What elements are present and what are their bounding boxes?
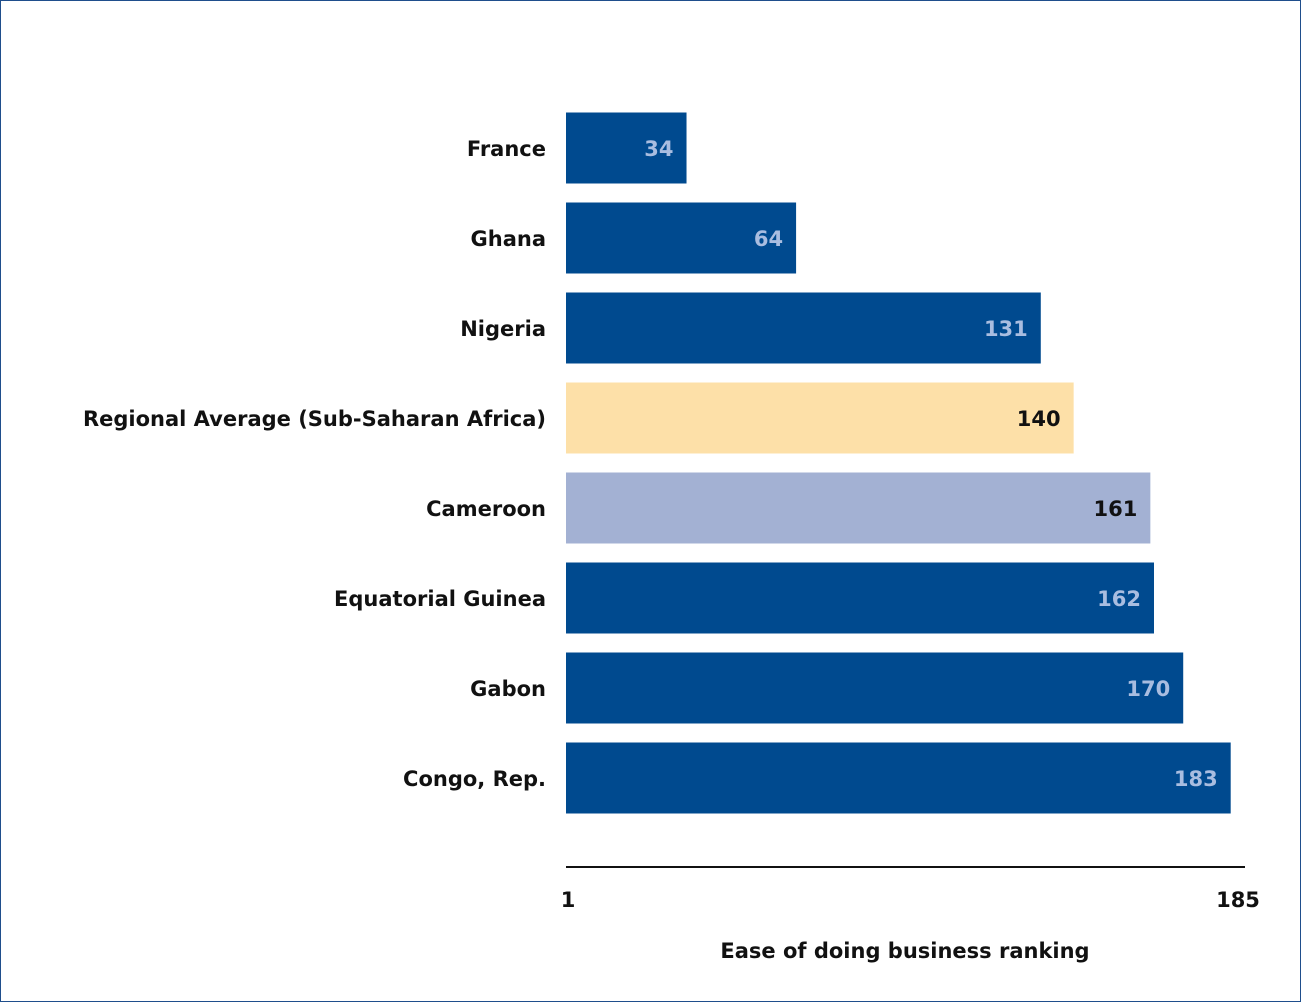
bar-2 [566,292,1041,364]
value-label-5: 162 [1097,587,1141,611]
category-label-6: Gabon [470,677,546,701]
value-label-6: 170 [1126,677,1170,701]
bar-6 [566,652,1184,724]
value-label-1: 64 [754,227,783,251]
category-label-2: Nigeria [460,317,546,341]
bar-1 [566,202,797,274]
value-label-3: 140 [1017,407,1061,431]
category-label-3: Regional Average (Sub-Saharan Africa) [83,407,546,431]
value-labels-group: 34 64 131 140 161 162 170 183 [644,137,1217,791]
value-label-4: 161 [1094,497,1138,521]
category-label-0: France [467,137,546,161]
category-labels-group: France Ghana Nigeria Regional Average (Sub-… [83,137,546,791]
category-label-7: Congo, Rep. [403,767,546,791]
category-label-5: Equatorial Guinea [334,587,546,611]
bar-7 [566,742,1231,814]
bars-group [566,112,1231,814]
bar-5 [566,562,1154,634]
value-label-7: 183 [1174,767,1218,791]
x-tick-max: 185 [1216,888,1260,912]
category-label-1: Ghana [471,227,546,251]
value-label-0: 34 [644,137,673,161]
bar-3 [566,382,1074,454]
x-axis-title: Ease of doing business ranking [720,939,1089,963]
value-label-2: 131 [984,317,1028,341]
category-label-4: Cameroon [426,497,546,521]
bar-4 [566,472,1151,544]
bar-0 [566,112,687,184]
x-tick-min: 1 [561,888,576,912]
